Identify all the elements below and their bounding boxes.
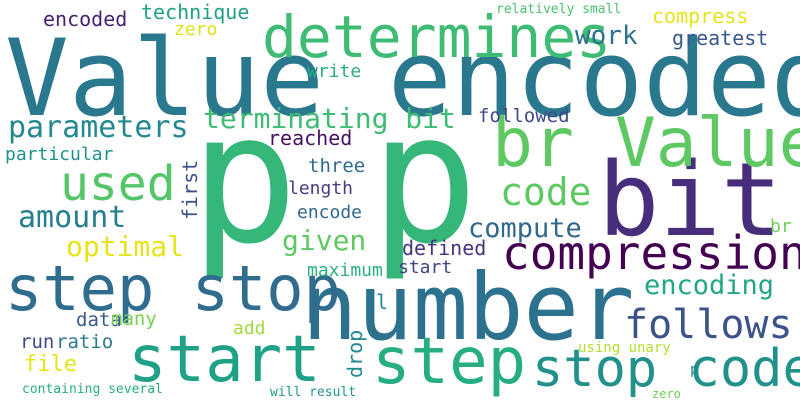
word: parameters [8,110,189,145]
word: follows [624,302,793,348]
word: start [398,257,453,278]
word: optimal [66,230,185,263]
word: work [575,21,638,51]
word: ratio [56,331,114,353]
word: determines [262,3,612,71]
word: terminating bit [203,102,456,135]
word: Value encoded [5,17,800,140]
word: compression [502,226,800,280]
word: greatest [672,26,769,50]
word: write [307,61,362,82]
word: p [370,75,479,284]
word: l [376,290,389,314]
word: run [20,331,55,353]
word: bit [598,141,783,260]
word: br Value [492,104,800,183]
word: code [500,170,592,214]
word: step stop [5,252,341,325]
word: maximum [307,260,383,281]
word: zero [652,387,681,400]
word: particular [5,144,114,165]
word: three [308,155,366,177]
word: first [178,159,202,220]
word: followed [478,105,570,127]
word: stop code [532,339,800,399]
word: using unary [578,340,671,356]
word: file [24,352,77,377]
word: relatively small [496,2,622,17]
word: many [111,308,157,330]
word: will result [270,385,357,400]
word: drop [343,329,367,378]
word: used [60,156,176,212]
word: compress [652,4,749,28]
word: compute [468,213,582,244]
word: reached [268,126,353,150]
word: data [76,309,122,331]
word: encoded [43,7,128,31]
word: p [190,75,299,284]
word: length [288,178,354,199]
word: start [128,323,321,397]
word: number [302,254,635,361]
word: p [690,362,699,378]
word: defined [402,236,487,260]
word: technique [141,0,250,24]
word: step [372,325,527,399]
word: containing several [22,382,163,397]
word: zero [174,19,218,40]
word: amount [18,200,127,235]
word: encode [297,202,363,223]
word: br [770,216,792,237]
word: given [282,224,367,257]
word: add [233,318,266,339]
word: encoding [644,270,775,301]
